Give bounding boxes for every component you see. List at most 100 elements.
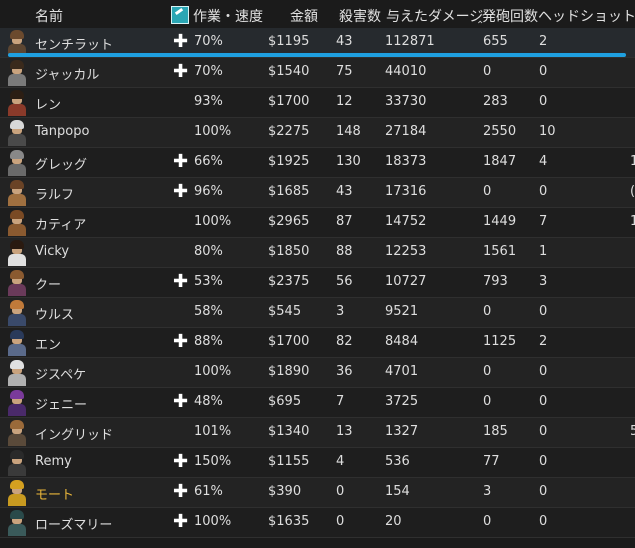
damage-dealt: 33730 bbox=[385, 94, 427, 109]
table-row[interactable]: グレッグ 66% $1925 130 18373 1847 4 1 ✚ bbox=[0, 148, 635, 178]
row-divider bbox=[0, 147, 635, 148]
column-header-damage-dealt[interactable]: 与えたダメージ bbox=[386, 9, 484, 25]
colonist-name[interactable]: モート bbox=[35, 488, 75, 503]
column-header-kills[interactable]: 殺害数 bbox=[339, 9, 381, 25]
kill-count: 88 bbox=[336, 244, 353, 259]
table-row[interactable]: クー 53% $2375 56 10727 793 3 ✚ bbox=[0, 268, 635, 298]
colonist-name[interactable]: ジェニー bbox=[35, 398, 88, 413]
colonist-name[interactable]: ジスペケ bbox=[35, 368, 87, 383]
work-speed-value: 58% bbox=[194, 304, 223, 319]
colonist-name[interactable]: ウルス bbox=[35, 308, 75, 323]
colonist-portrait-icon[interactable] bbox=[6, 210, 28, 236]
kill-count: 148 bbox=[336, 124, 361, 139]
colonist-portrait-icon[interactable] bbox=[6, 120, 28, 146]
colonist-name[interactable]: レン bbox=[35, 98, 62, 113]
damage-dealt: 27184 bbox=[385, 124, 427, 139]
colonist-portrait-icon[interactable] bbox=[6, 450, 28, 476]
kill-count: 4 bbox=[336, 454, 345, 469]
table-row[interactable]: ラルフ 96% $1685 43 17316 0 0 (✚ bbox=[0, 178, 635, 208]
damage-dealt: 17316 bbox=[385, 184, 427, 199]
colonist-name[interactable]: ローズマリー bbox=[35, 518, 113, 533]
colonist-portrait-icon[interactable] bbox=[6, 240, 28, 266]
colonist-portrait-icon[interactable] bbox=[6, 390, 28, 416]
colonist-portrait-icon[interactable] bbox=[6, 330, 28, 356]
market-value: $2275 bbox=[268, 124, 310, 139]
colonist-portrait-icon[interactable] bbox=[6, 180, 28, 206]
work-speed-value: 100% bbox=[194, 214, 232, 229]
work-speed-label: 作業・速度 bbox=[193, 9, 263, 25]
work-speed-value: 100% bbox=[194, 364, 232, 379]
table-row[interactable]: レン 93% $1700 12 33730 283 0 bbox=[0, 88, 635, 118]
column-header-value[interactable]: 金額 bbox=[290, 9, 318, 25]
colonist-name[interactable]: クー bbox=[35, 278, 62, 293]
headshot-count: 0 bbox=[539, 364, 548, 379]
colonist-name[interactable]: センチラット bbox=[35, 38, 114, 53]
colonist-name[interactable]: Vicky bbox=[35, 244, 70, 259]
colonist-name[interactable]: エン bbox=[35, 338, 62, 353]
table-row[interactable]: Vicky 80% $1850 88 12253 1561 1 bbox=[0, 238, 635, 268]
headshot-count: 0 bbox=[539, 184, 548, 199]
colonist-portrait-icon[interactable] bbox=[6, 360, 28, 386]
colonist-name[interactable]: Tanpopo bbox=[35, 124, 90, 139]
colonist-portrait-icon[interactable] bbox=[6, 510, 28, 536]
colonist-portrait-icon[interactable] bbox=[6, 480, 28, 506]
damage-dealt: 12253 bbox=[385, 244, 427, 259]
kill-count: 0 bbox=[336, 514, 345, 529]
column-header-name[interactable]: 名前 bbox=[35, 9, 63, 25]
table-row[interactable]: エン 88% $1700 82 8484 1125 2 ✚ bbox=[0, 328, 635, 358]
table-row[interactable]: ローズマリー 100% $1635 0 20 0 0 ✚ bbox=[0, 508, 635, 538]
row-divider bbox=[0, 57, 635, 58]
damage-dealt: 536 bbox=[385, 454, 410, 469]
plus-icon: ✚ bbox=[173, 151, 189, 172]
work-speed-value: 96% bbox=[194, 184, 223, 199]
column-header-headshots[interactable]: ヘッドショット bbox=[538, 9, 635, 25]
row-divider bbox=[0, 267, 635, 268]
kill-count: 82 bbox=[336, 334, 353, 349]
colonist-name[interactable]: ジャッカル bbox=[35, 68, 100, 83]
colonist-name[interactable]: カティア bbox=[35, 218, 87, 233]
column-header-work-speed[interactable]: 作業・速度 bbox=[171, 6, 263, 26]
table-row[interactable]: Remy 150% $1155 4 536 77 0 ✚ bbox=[0, 448, 635, 478]
table-row[interactable]: Tanpopo 100% $2275 148 27184 2550 10 bbox=[0, 118, 635, 148]
table-row[interactable]: カティア 100% $2965 87 14752 1449 7 1 bbox=[0, 208, 635, 238]
column-header-shots-fired[interactable]: 発砲回数 bbox=[482, 9, 538, 25]
damage-dealt: 44010 bbox=[385, 64, 427, 79]
colonist-portrait-icon[interactable] bbox=[6, 270, 28, 296]
shots-fired: 793 bbox=[483, 274, 508, 289]
plus-icon: ✚ bbox=[173, 271, 189, 292]
table-row[interactable]: ジェニー 48% $695 7 3725 0 0 ✚ bbox=[0, 388, 635, 418]
damage-dealt: 154 bbox=[385, 484, 410, 499]
shots-fired: 283 bbox=[483, 94, 508, 109]
colonist-name[interactable]: Remy bbox=[35, 454, 72, 469]
market-value: $545 bbox=[268, 304, 302, 319]
colonist-name[interactable]: イングリッド bbox=[35, 428, 114, 443]
shots-fired: 3 bbox=[483, 484, 492, 499]
damage-dealt: 8484 bbox=[385, 334, 419, 349]
market-value: $1155 bbox=[268, 454, 310, 469]
plus-icon: ✚ bbox=[173, 31, 189, 52]
market-value: $1850 bbox=[268, 244, 310, 259]
colonist-portrait-icon[interactable] bbox=[6, 60, 28, 86]
table-row[interactable]: ジャッカル 70% $1540 75 44010 0 0 ✚ bbox=[0, 58, 635, 88]
colonist-portrait-icon[interactable] bbox=[6, 150, 28, 176]
colonist-name[interactable]: グレッグ bbox=[35, 158, 88, 173]
table-row[interactable]: イングリッド 101% $1340 13 1327 185 0 5 bbox=[0, 418, 635, 448]
headshot-count: 3 bbox=[539, 274, 548, 289]
colonist-portrait-icon[interactable] bbox=[6, 420, 28, 446]
work-speed-value: 80% bbox=[194, 244, 223, 259]
kill-count: 130 bbox=[336, 154, 361, 169]
colonist-portrait-icon[interactable] bbox=[6, 300, 28, 326]
damage-dealt: 20 bbox=[385, 514, 402, 529]
clipped-column-value: 5 bbox=[630, 424, 635, 439]
colonist-portrait-icon[interactable] bbox=[6, 90, 28, 116]
work-speed-value: 53% bbox=[194, 274, 223, 289]
table-row[interactable]: ジスペケ 100% $1890 36 4701 0 0 bbox=[0, 358, 635, 388]
plus-icon: ✚ bbox=[173, 451, 189, 472]
table-row[interactable]: モート 61% $390 0 154 3 0 ✚ bbox=[0, 478, 635, 508]
colonist-name[interactable]: ラルフ bbox=[35, 188, 75, 203]
row-divider bbox=[0, 507, 635, 508]
table-row[interactable]: ウルス 58% $545 3 9521 0 0 bbox=[0, 298, 635, 328]
market-value: $1635 bbox=[268, 514, 310, 529]
damage-dealt: 1327 bbox=[385, 424, 419, 439]
